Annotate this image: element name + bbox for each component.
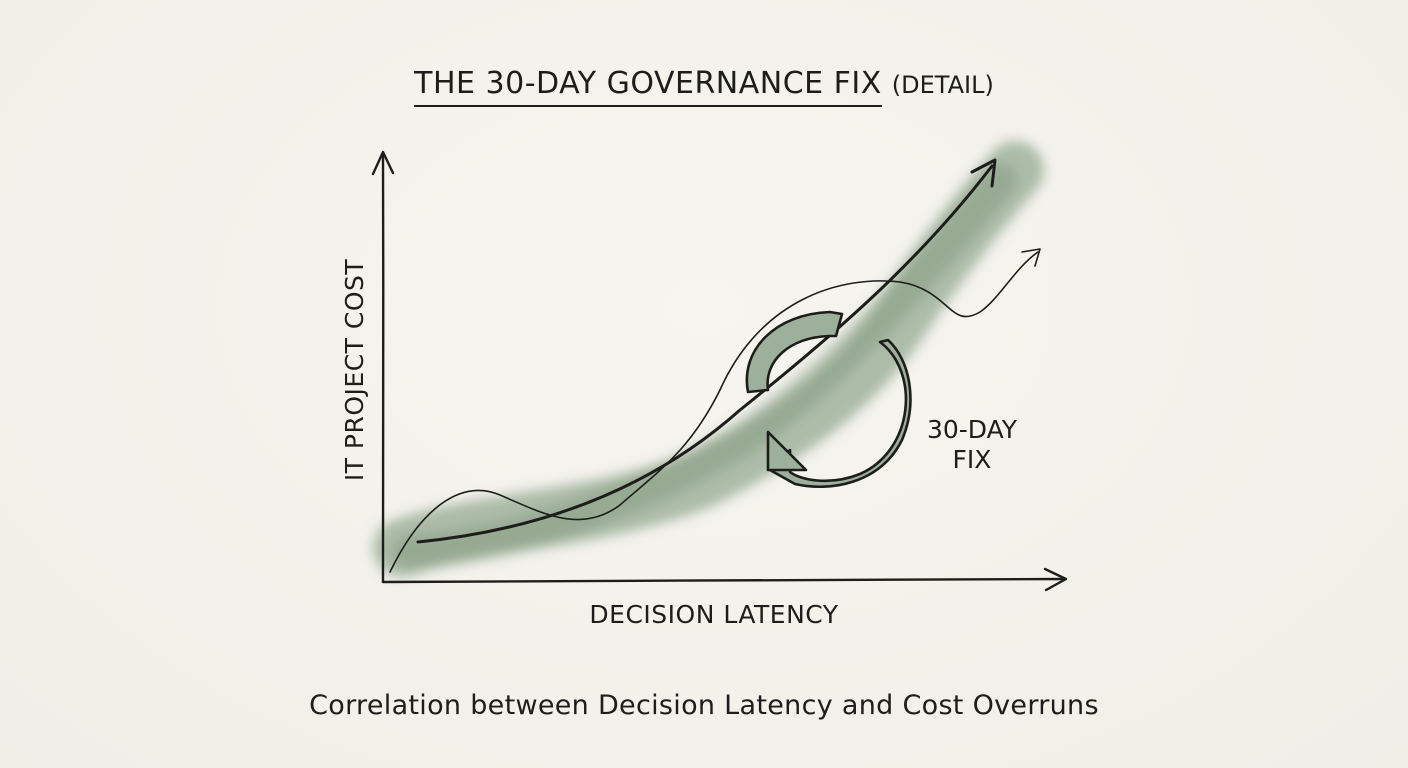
wavy-line [389,251,1039,573]
title: THE 30-DAY GOVERNANCE FIX (DETAIL) [0,66,1408,107]
caption: Correlation between Decision Latency and… [309,690,1099,721]
wavy-arrowhead [1021,248,1041,267]
y-axis [371,150,395,584]
x-axis-label: DECISION LATENCY [589,600,838,629]
circular-arrows-icon [745,310,912,488]
y-axis-label: IT PROJECT COST [340,259,369,482]
title-detail: (DETAIL) [891,71,994,99]
trend-curve [416,164,994,544]
title-main: THE 30-DAY GOVERNANCE FIX [414,66,882,107]
watercolor-band [373,141,1044,577]
annotation-line2: FIX [953,445,992,474]
trend-arrowhead [970,158,997,188]
x-axis [381,567,1068,592]
annotation-line1: 30-DAY [927,415,1018,444]
